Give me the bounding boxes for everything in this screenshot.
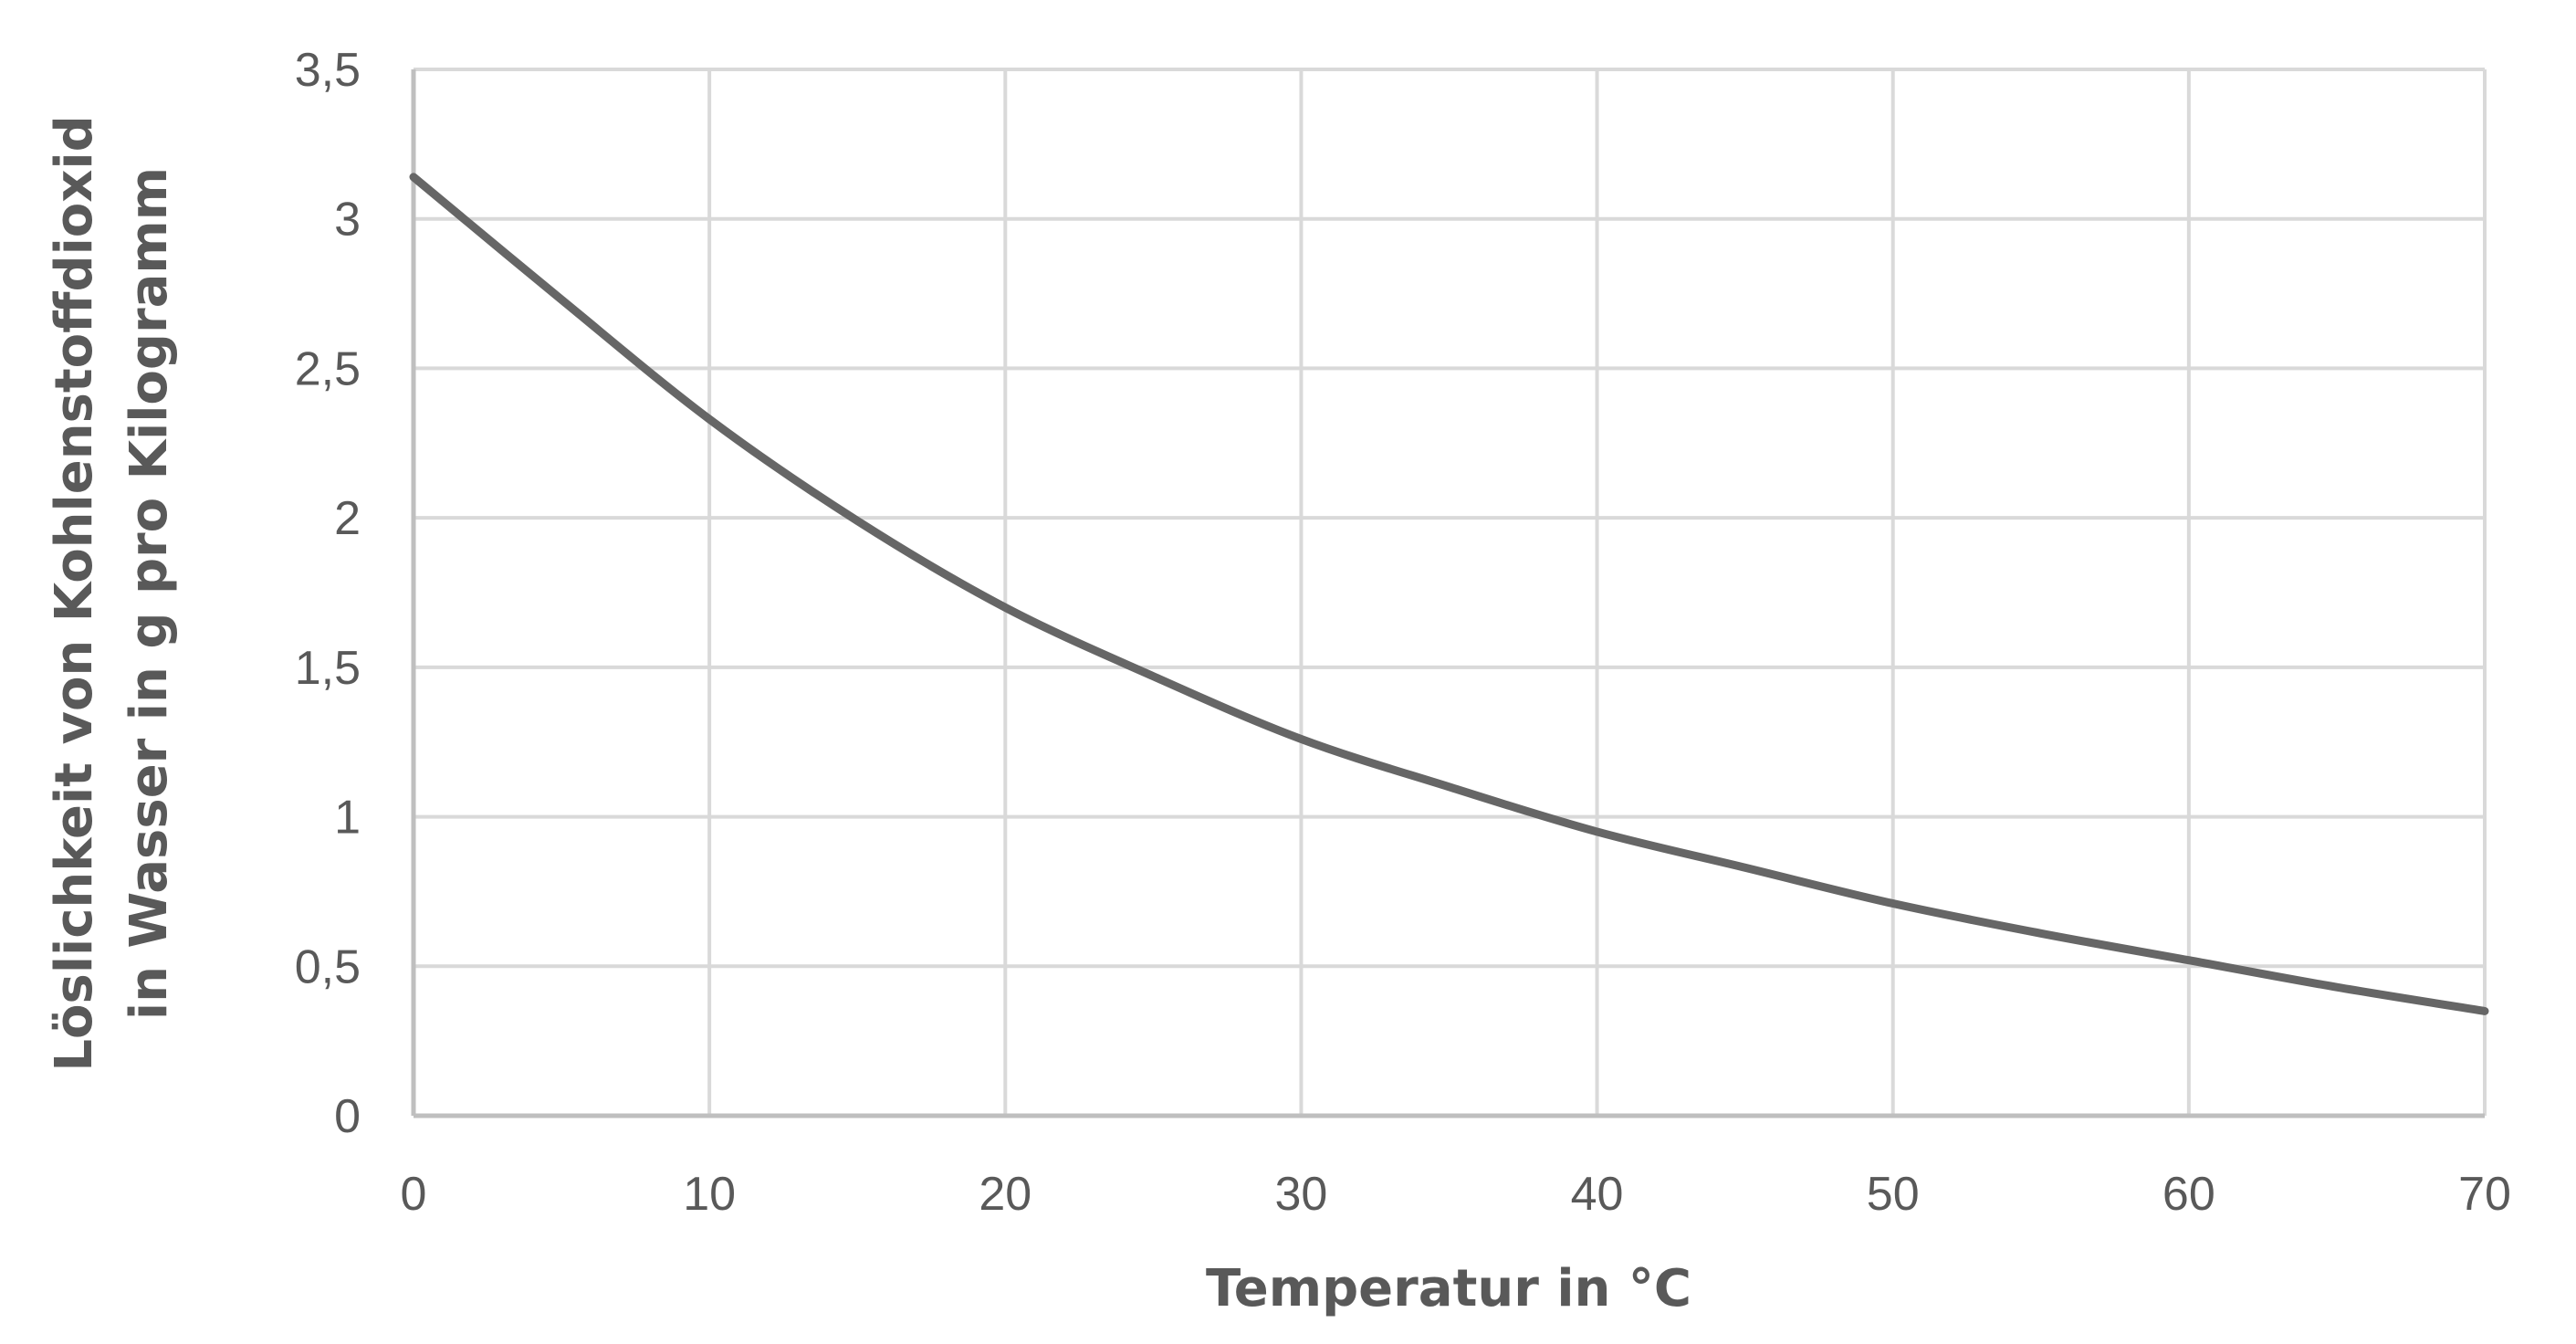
x-tick-label: 0 bbox=[401, 1168, 427, 1221]
x-axis-title: Temperatur in °C bbox=[1206, 1259, 1691, 1318]
x-tick-label: 40 bbox=[1571, 1168, 1624, 1221]
x-tick-label: 70 bbox=[2458, 1168, 2511, 1221]
y-tick-label: 1 bbox=[334, 792, 361, 845]
x-tick-label: 10 bbox=[683, 1168, 736, 1221]
x-tick-label: 60 bbox=[2162, 1168, 2215, 1221]
y-tick-label: 3,5 bbox=[295, 44, 361, 97]
series-line bbox=[409, 173, 2489, 1015]
y-axis-title-line-2: in Wasser in g pro Kilogramm bbox=[120, 167, 179, 1020]
x-tick-labels: 0 10 20 30 40 50 60 70 bbox=[401, 1168, 2511, 1221]
y-tick-label: 3 bbox=[334, 194, 361, 247]
data-series bbox=[409, 173, 2489, 1015]
y-tick-label: 0 bbox=[334, 1090, 361, 1143]
y-tick-labels: 0 0,5 1 1,5 2 2,5 3 3,5 bbox=[295, 44, 361, 1143]
y-tick-label: 0,5 bbox=[295, 940, 361, 993]
gridlines bbox=[414, 68, 2487, 1116]
y-tick-label: 2 bbox=[334, 492, 361, 545]
y-axis-title-line-1: Löslichkeit von Kohlenstoffdioxid bbox=[45, 115, 104, 1071]
x-tick-label: 20 bbox=[979, 1168, 1031, 1221]
x-tick-label: 30 bbox=[1275, 1168, 1328, 1221]
x-tick-label: 50 bbox=[1867, 1168, 1920, 1221]
y-axis-title: Löslichkeit von Kohlenstoffdioxid in Was… bbox=[45, 115, 179, 1071]
y-tick-label: 1,5 bbox=[295, 642, 361, 695]
axes bbox=[411, 69, 2485, 1118]
y-tick-label: 2,5 bbox=[295, 342, 361, 395]
